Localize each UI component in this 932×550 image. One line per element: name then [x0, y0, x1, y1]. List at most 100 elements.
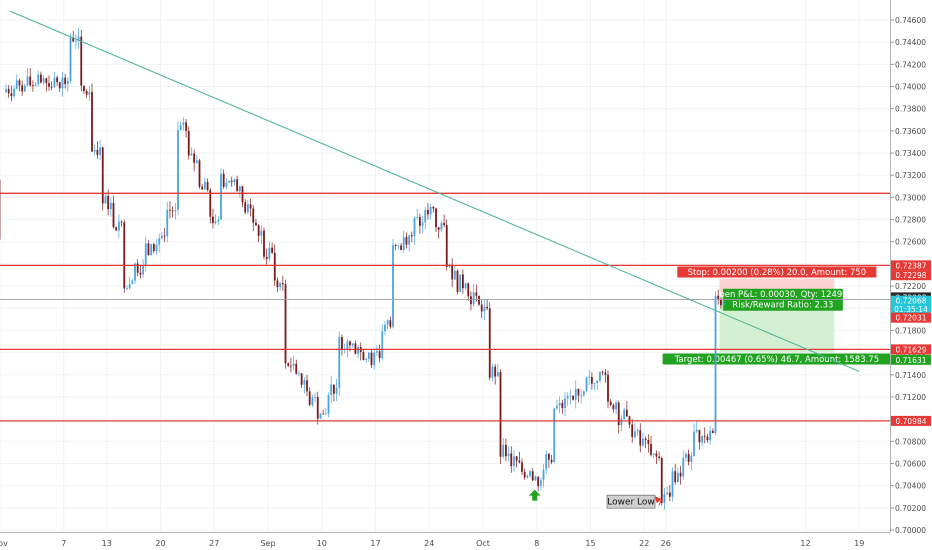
annotations[interactable]: Lower Low — [528, 489, 663, 509]
candle-body — [636, 430, 639, 432]
candle-body — [515, 456, 518, 461]
candle-body — [161, 235, 163, 239]
candle-body — [40, 74, 42, 83]
candle-body — [378, 351, 381, 359]
candle-body — [230, 180, 233, 183]
candle-body — [572, 395, 574, 400]
stop-label: Stop: 0.00200 (0.28%) 20.0, Amount: 750 — [677, 266, 877, 278]
candle-body — [410, 235, 413, 237]
candle-body — [287, 363, 290, 366]
candle-body — [381, 331, 384, 359]
candle-body — [421, 222, 424, 226]
candle-body — [204, 181, 206, 190]
trendline[interactable] — [9, 10, 860, 372]
candle-body — [561, 402, 564, 409]
candle-body — [75, 40, 77, 42]
candle-body — [607, 374, 609, 402]
candle-body — [615, 402, 617, 410]
candle-body — [690, 456, 693, 462]
candle-body — [445, 225, 448, 267]
candle-body — [720, 299, 722, 306]
y-tick-label: 0.74600 — [895, 16, 926, 25]
candle-body — [120, 221, 123, 223]
candle-body — [284, 284, 287, 364]
x-tick-label: 26 — [661, 539, 671, 548]
candle-body — [66, 80, 69, 85]
candle-body — [238, 186, 241, 192]
candle-body — [631, 424, 634, 438]
candle-body — [290, 365, 292, 367]
candle-body — [711, 430, 714, 433]
y-tick-label: 0.70800 — [895, 437, 926, 446]
candle-body — [169, 209, 171, 211]
candle-body — [510, 453, 513, 466]
candle-body — [408, 235, 411, 245]
risk-reward-text: Risk/Reward Ratio: 2.33 — [732, 301, 833, 311]
candle-body — [134, 263, 136, 281]
horizontal-levels[interactable] — [0, 192, 890, 422]
candle-body — [362, 352, 365, 360]
price-label-text: 0.72387 — [895, 261, 926, 270]
candle-body — [69, 37, 72, 81]
candle-body — [397, 245, 400, 247]
candle-body — [281, 283, 284, 285]
candle-body — [564, 398, 566, 409]
price-label: 0.72068 — [891, 295, 931, 306]
y-tick-label: 0.73200 — [895, 171, 926, 180]
x-tick-label: 7 — [61, 539, 66, 548]
price-label-box — [891, 270, 931, 281]
candle-body — [34, 84, 37, 86]
candle-body — [252, 208, 255, 223]
candle-body — [491, 366, 494, 378]
x-tick-label: 8 — [534, 539, 539, 548]
candle-body — [311, 397, 314, 405]
candle-body — [182, 122, 185, 126]
candle-body — [663, 494, 666, 503]
y-tick-label: 0.73400 — [895, 149, 926, 158]
price-label-box — [891, 303, 931, 314]
candle-body — [486, 306, 488, 309]
price-label: 0.72031 — [891, 312, 931, 323]
candle-body — [271, 247, 273, 253]
candle-body — [29, 76, 32, 86]
time-axis[interactable]: 7 13 20 27 Sep 10 17 24 Oct 8 15 22 26 Nov 12 19 — [0, 539, 864, 548]
candle-body — [244, 202, 247, 213]
candle-body — [357, 347, 359, 354]
candle-body — [109, 202, 112, 210]
candle-body — [163, 235, 166, 237]
candle-body — [475, 292, 478, 296]
candle-body — [174, 209, 177, 212]
candle-body — [671, 471, 674, 497]
candle-body — [83, 85, 85, 92]
candle-body — [276, 280, 279, 288]
candle-body — [263, 230, 265, 257]
candle-body — [333, 384, 335, 394]
y-tick-label: 0.74200 — [895, 60, 926, 69]
lower-low-annotation: Lower Low — [606, 494, 663, 509]
target-label-box — [662, 353, 892, 365]
candle-body — [341, 337, 343, 351]
candle-body — [298, 373, 300, 375]
candle-body — [225, 182, 228, 187]
candle-body — [118, 221, 120, 231]
candle-body — [685, 453, 687, 458]
candle-body — [99, 147, 101, 155]
x-tick-label: 15 — [585, 539, 595, 548]
candle-body — [698, 429, 701, 443]
candle-body — [322, 413, 325, 415]
candle-body — [58, 82, 61, 89]
price-label-box — [891, 312, 931, 323]
price-label: 0.70984 — [891, 415, 931, 426]
candle-body — [64, 77, 67, 85]
price-label: 0.72387 — [891, 260, 931, 271]
candle-body — [308, 391, 311, 405]
candle-body — [376, 351, 378, 353]
candle-body — [644, 438, 647, 440]
candle-body — [220, 173, 222, 220]
candle-body — [201, 186, 204, 190]
candle-body — [539, 480, 542, 487]
candle-body — [577, 388, 580, 396]
candle-body — [660, 457, 663, 503]
position-tool[interactable]: Stop: 0.00200 (0.28%) 20.0, Amount: 750 T… — [662, 266, 892, 365]
